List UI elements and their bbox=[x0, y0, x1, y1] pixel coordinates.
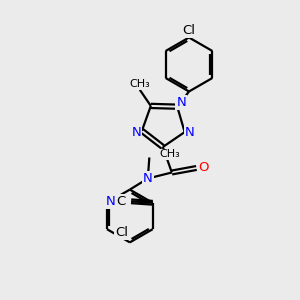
Text: CH₃: CH₃ bbox=[130, 80, 150, 89]
Text: Cl: Cl bbox=[182, 23, 196, 37]
Text: N: N bbox=[106, 195, 116, 208]
Text: N: N bbox=[132, 126, 141, 139]
Text: Cl: Cl bbox=[116, 226, 128, 239]
Text: N: N bbox=[185, 126, 195, 139]
Text: O: O bbox=[198, 161, 208, 175]
Text: C: C bbox=[116, 195, 126, 208]
Text: N: N bbox=[176, 96, 186, 109]
Text: N: N bbox=[143, 172, 153, 185]
Text: CH₃: CH₃ bbox=[160, 149, 181, 160]
